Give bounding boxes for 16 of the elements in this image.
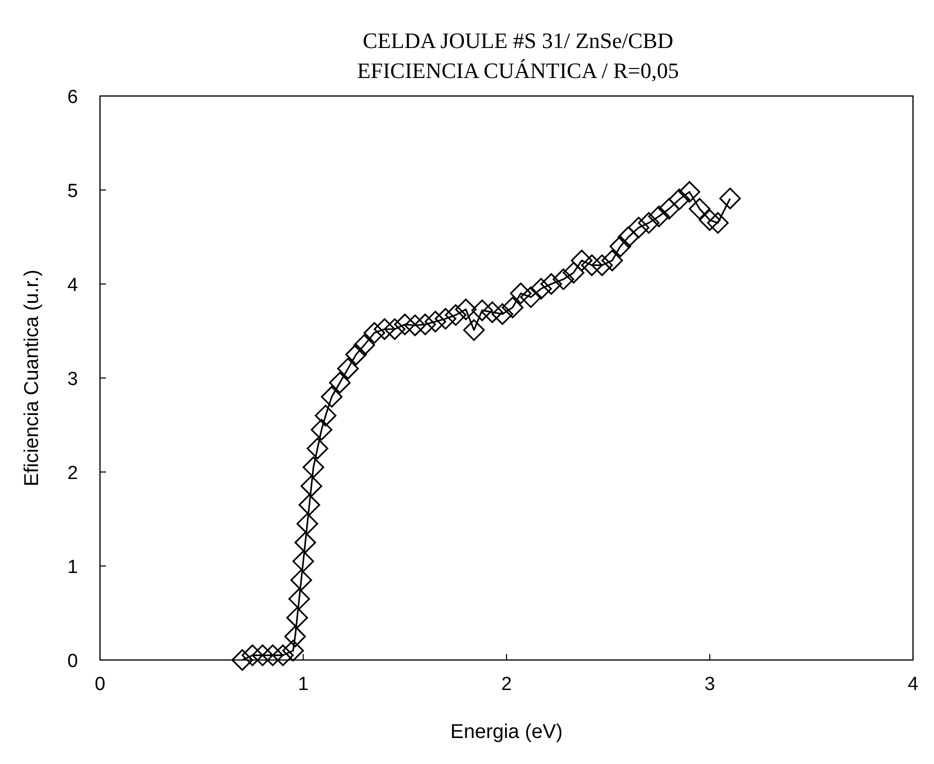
y-axis-title: Eficiencia Cuantica (u.r.)	[21, 270, 43, 486]
y-tick-label: 0	[67, 651, 78, 672]
y-tick-label: 5	[67, 181, 78, 202]
x-tick-label: 4	[908, 674, 919, 695]
x-tick-label: 2	[501, 674, 512, 695]
x-axis-title: Energia (eV)	[450, 721, 563, 743]
y-tick-label: 1	[67, 557, 78, 578]
y-tick-label: 2	[67, 463, 78, 484]
x-tick-label: 1	[298, 674, 309, 695]
chart-title: CELDA JOULE #S 31/ ZnSe/CBD	[362, 28, 674, 53]
x-tick-label: 3	[704, 674, 716, 695]
y-tick-label: 6	[67, 87, 78, 108]
y-tick-label: 4	[67, 275, 78, 296]
x-tick-label: 0	[94, 674, 106, 695]
y-tick-label: 3	[67, 369, 78, 390]
chart-subtitle: EFICIENCIA CUÁNTICA / R=0,05	[357, 58, 679, 83]
